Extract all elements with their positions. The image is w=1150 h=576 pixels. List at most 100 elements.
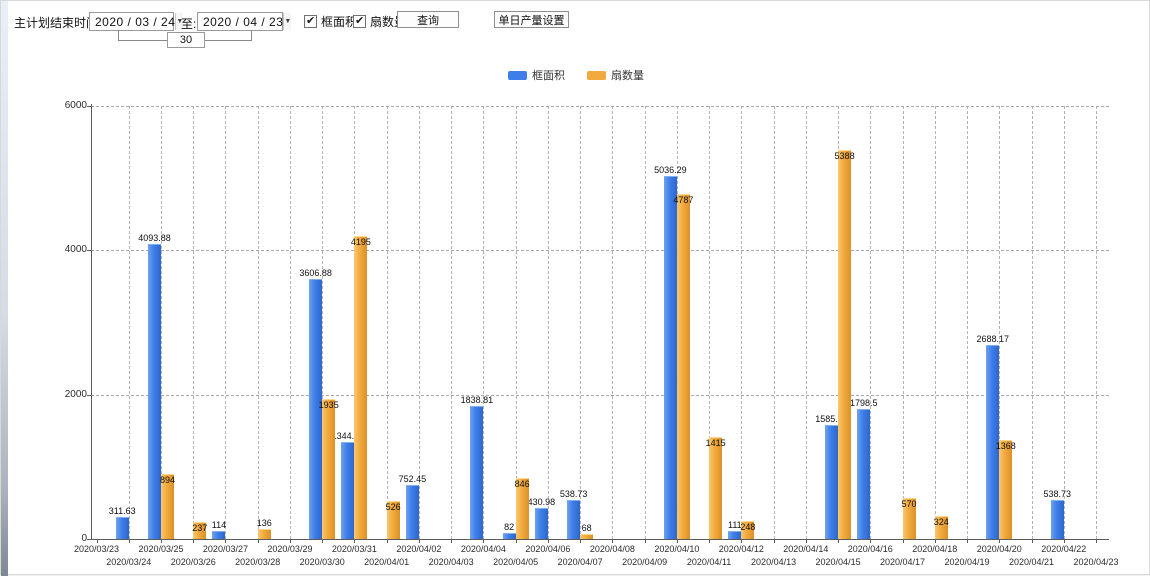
query-button[interactable]: 查询 <box>397 11 459 28</box>
bar-value-label: 538.73 <box>1043 489 1072 500</box>
x-axis-tick-label: 2020/04/16 <box>847 544 893 554</box>
y-axis-line <box>91 104 92 540</box>
y-axis-tick-label: 2000 <box>64 388 87 400</box>
frame-area-checkbox[interactable]: 框面积 <box>304 13 357 30</box>
bar-frame-area <box>502 533 516 539</box>
bar-value-label: 136 <box>256 518 272 529</box>
x-axis-tick-mark <box>999 539 1001 543</box>
x-axis-tick-mark <box>1096 539 1097 543</box>
x-axis-tick-label: 2020/04/04 <box>460 544 506 554</box>
x-axis-tick-label: 2020/04/22 <box>1041 544 1087 554</box>
bar-value-label: 1935 <box>318 400 339 411</box>
x-axis-tick-mark <box>354 539 356 543</box>
chevron-down-icon[interactable]: ▼ <box>175 13 184 30</box>
x-axis-tick-label: 2020/03/24 <box>106 557 152 567</box>
bar-frame-area <box>147 243 161 539</box>
bar-frame-area <box>1050 500 1064 539</box>
x-axis-tick-label: 2020/04/09 <box>622 557 668 567</box>
bar-frame-area <box>405 484 419 539</box>
bar-value-label: 5388 <box>834 151 855 162</box>
x-axis-tick-mark <box>580 539 582 543</box>
vertical-gridline <box>193 106 195 539</box>
x-axis-tick-label: 2020/03/25 <box>138 544 184 554</box>
bar-frame-area <box>857 409 871 539</box>
bar-value-label: 111 <box>727 519 742 530</box>
x-axis-tick-label: 2020/04/13 <box>751 557 797 567</box>
x-axis-tick-mark <box>193 539 195 543</box>
bar-frame-area <box>212 530 226 539</box>
x-axis-tick-label: 2020/04/12 <box>718 544 764 554</box>
bar-value-label: 4787 <box>673 194 694 205</box>
bar-value-label: 114 <box>211 519 227 530</box>
bar-value-label: 538.73 <box>559 489 588 500</box>
bar-value-label: 570 <box>901 498 917 509</box>
x-axis-tick-label: 2020/04/21 <box>1008 557 1055 567</box>
vertical-gridline <box>805 106 807 539</box>
checkbox-checked-icon[interactable] <box>304 14 317 28</box>
x-axis-line <box>91 539 1109 540</box>
days-between-input[interactable]: 30 <box>167 32 205 48</box>
legend-item[interactable]: 框面积 <box>508 67 565 83</box>
vertical-gridline <box>160 106 162 539</box>
vertical-gridline <box>1096 106 1097 539</box>
x-axis-tick-label: 2020/03/26 <box>170 557 216 567</box>
bar-frame-area <box>534 507 548 539</box>
x-axis-tick-mark <box>96 539 98 543</box>
vertical-gridline <box>322 106 324 539</box>
x-axis-tick-label: 2020/03/23 <box>73 544 120 554</box>
bar-value-label: 1585.96 <box>815 413 848 424</box>
x-axis-tick-mark <box>483 539 485 543</box>
daily-output-settings-button[interactable]: 单日产量设置 <box>494 11 569 28</box>
x-axis-tick-label: 2020/03/27 <box>202 544 248 554</box>
connector-line <box>118 31 119 40</box>
x-axis-tick-label: 2020/03/30 <box>299 557 345 567</box>
bar-frame-area <box>567 500 581 539</box>
x-axis-tick-label: 2020/04/03 <box>428 557 474 567</box>
bar-fan-count <box>580 534 594 539</box>
x-axis-tick-label: 2020/04/01 <box>364 557 410 567</box>
legend-item[interactable]: 扇数量 <box>587 67 644 83</box>
vertical-gridline <box>709 106 711 539</box>
x-axis-tick-label: 2020/03/29 <box>267 544 313 554</box>
chevron-down-icon[interactable]: ▼ <box>283 13 292 30</box>
vertical-gridline <box>967 106 969 539</box>
x-axis-tick-mark <box>934 539 936 543</box>
x-axis-tick-label: 2020/04/18 <box>912 544 958 554</box>
checkbox-checked-icon[interactable] <box>353 14 366 28</box>
x-axis-tick-label: 2020/04/10 <box>654 544 700 554</box>
bar-frame-area <box>309 278 323 539</box>
date-to-picker[interactable]: 2020 / 04 / 23 ▼ <box>197 12 292 31</box>
bar-value-label: 1368 <box>995 441 1016 452</box>
x-axis-tick-label: 2020/04/19 <box>944 557 990 567</box>
bar-fan-count <box>515 477 529 539</box>
x-axis-tick-mark <box>902 539 904 543</box>
vertical-gridline <box>870 106 872 539</box>
x-axis-tick-label: 2020/04/11 <box>686 557 732 567</box>
vertical-gridline <box>741 106 743 539</box>
chart-legend: 框面积 扇数量 <box>1 67 1150 83</box>
bar-fan-count <box>322 399 336 539</box>
x-axis-tick-label: 2020/04/02 <box>396 544 442 554</box>
bar-value-label: 526 <box>385 502 401 513</box>
x-axis-tick-label: 2020/04/06 <box>525 544 571 554</box>
vertical-gridline <box>515 106 517 539</box>
date-from-picker[interactable]: 2020 / 03 / 24 ▼ <box>89 12 184 31</box>
vertical-gridline <box>902 106 904 539</box>
x-axis-tick-label: 2020/04/14 <box>783 544 829 554</box>
bar-value-label: 1838.81 <box>460 395 494 406</box>
bar-fan-count <box>902 497 916 539</box>
y-axis-tick-mark <box>87 106 91 107</box>
bar-value-label: 1344.95 <box>331 430 365 441</box>
bar-fan-count <box>838 150 852 539</box>
bar-fan-count <box>934 515 948 539</box>
x-axis-tick-label: 2020/04/17 <box>880 557 926 567</box>
x-axis-tick-mark <box>676 539 678 543</box>
x-axis-tick-mark <box>773 539 775 543</box>
bar-fan-count <box>676 193 690 539</box>
bar-value-label: 82 <box>504 522 515 533</box>
vertical-gridline <box>612 106 614 539</box>
bar-frame-area <box>986 345 1000 539</box>
x-axis-tick-mark <box>515 539 517 543</box>
bar-value-label: 4195 <box>350 237 371 248</box>
